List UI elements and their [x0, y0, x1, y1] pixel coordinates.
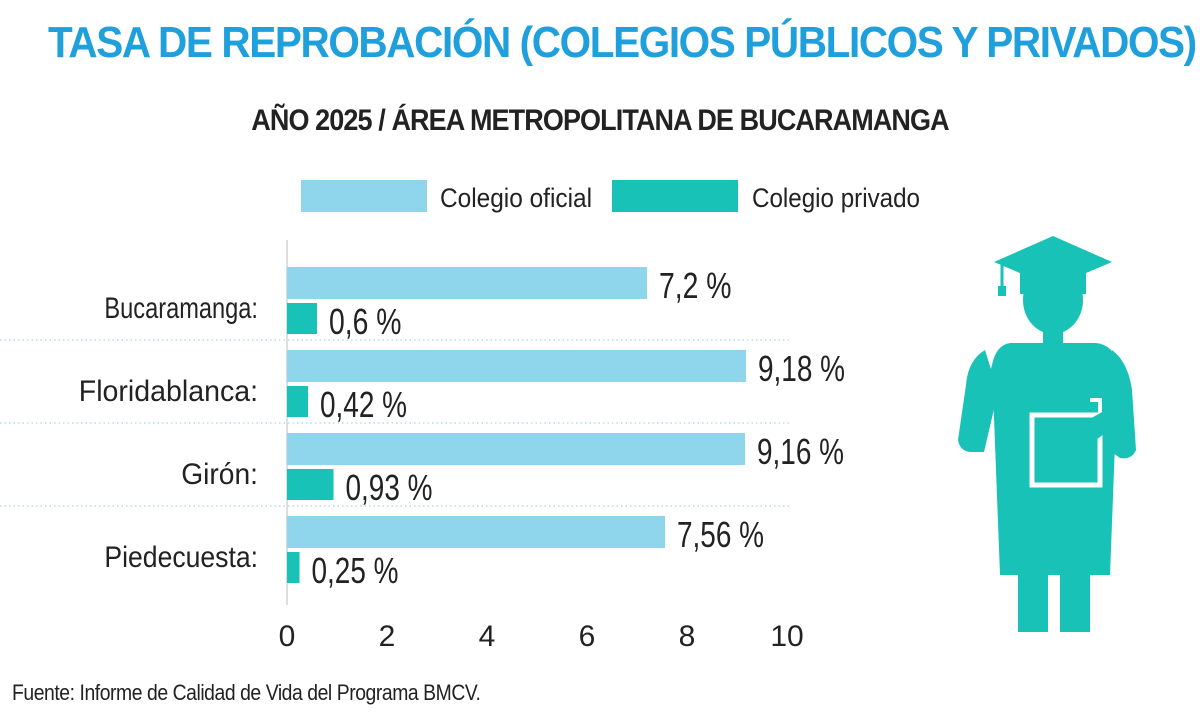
- value-label-privado: 0,42 %: [320, 384, 407, 425]
- x-axis-ticks: 0 2 4 6 8 10: [279, 620, 804, 653]
- value-label-privado: 0,25 %: [312, 550, 399, 591]
- bar-privado: [287, 552, 300, 583]
- legend: Colegio oficial Colegio privado: [301, 180, 920, 213]
- value-label-oficial: 7,56 %: [677, 514, 764, 555]
- bar-oficial: [287, 516, 665, 548]
- x-tick-label: 10: [770, 620, 803, 653]
- category-labels: Bucaramanga: Floridablanca: Girón: Piedecue…: [79, 292, 258, 574]
- bar-oficial: [287, 433, 745, 465]
- bar-oficial: [287, 267, 647, 299]
- category-label: Bucaramanga:: [104, 292, 258, 325]
- legend-swatch-privado: [612, 180, 738, 212]
- bar-privado: [287, 469, 334, 500]
- legend-label-oficial: Colegio oficial: [440, 183, 592, 213]
- chart-subtitle: AÑO 2025 / ÁREA METROPOLITANA DE BUCARAM…: [251, 104, 949, 137]
- x-tick-label: 0: [279, 620, 296, 653]
- value-label-oficial: 9,18 %: [758, 348, 845, 389]
- x-tick-label: 2: [379, 620, 396, 653]
- legend-swatch-oficial: [301, 180, 427, 212]
- graduate-student-icon: [958, 236, 1136, 632]
- category-label: Piedecuesta:: [104, 541, 258, 574]
- x-tick-label: 6: [579, 620, 596, 653]
- source-note: Fuente: Informe de Calidad de Vida del P…: [12, 680, 481, 705]
- bar-oficial: [287, 350, 746, 382]
- bar-privado: [287, 386, 308, 417]
- value-label-oficial: 9,16 %: [757, 431, 844, 472]
- chart-title: TASA DE REPROBACIÓN (COLEGIOS PÚBLICOS Y…: [48, 18, 1197, 67]
- x-tick-label: 8: [679, 620, 696, 653]
- category-label: Girón:: [181, 458, 258, 491]
- value-label-privado: 0,6 %: [329, 301, 402, 342]
- value-label-privado: 0,93 %: [346, 467, 433, 508]
- value-label-oficial: 7,2 %: [659, 265, 732, 306]
- category-label: Floridablanca:: [79, 375, 258, 408]
- legend-label-privado: Colegio privado: [752, 183, 920, 213]
- x-tick-label: 4: [479, 620, 496, 653]
- bars: 7,2 % 0,6 % 9,18 % 0,42 % 9,16 % 0,93 % 7,56 %…: [287, 265, 845, 591]
- bar-privado: [287, 303, 317, 334]
